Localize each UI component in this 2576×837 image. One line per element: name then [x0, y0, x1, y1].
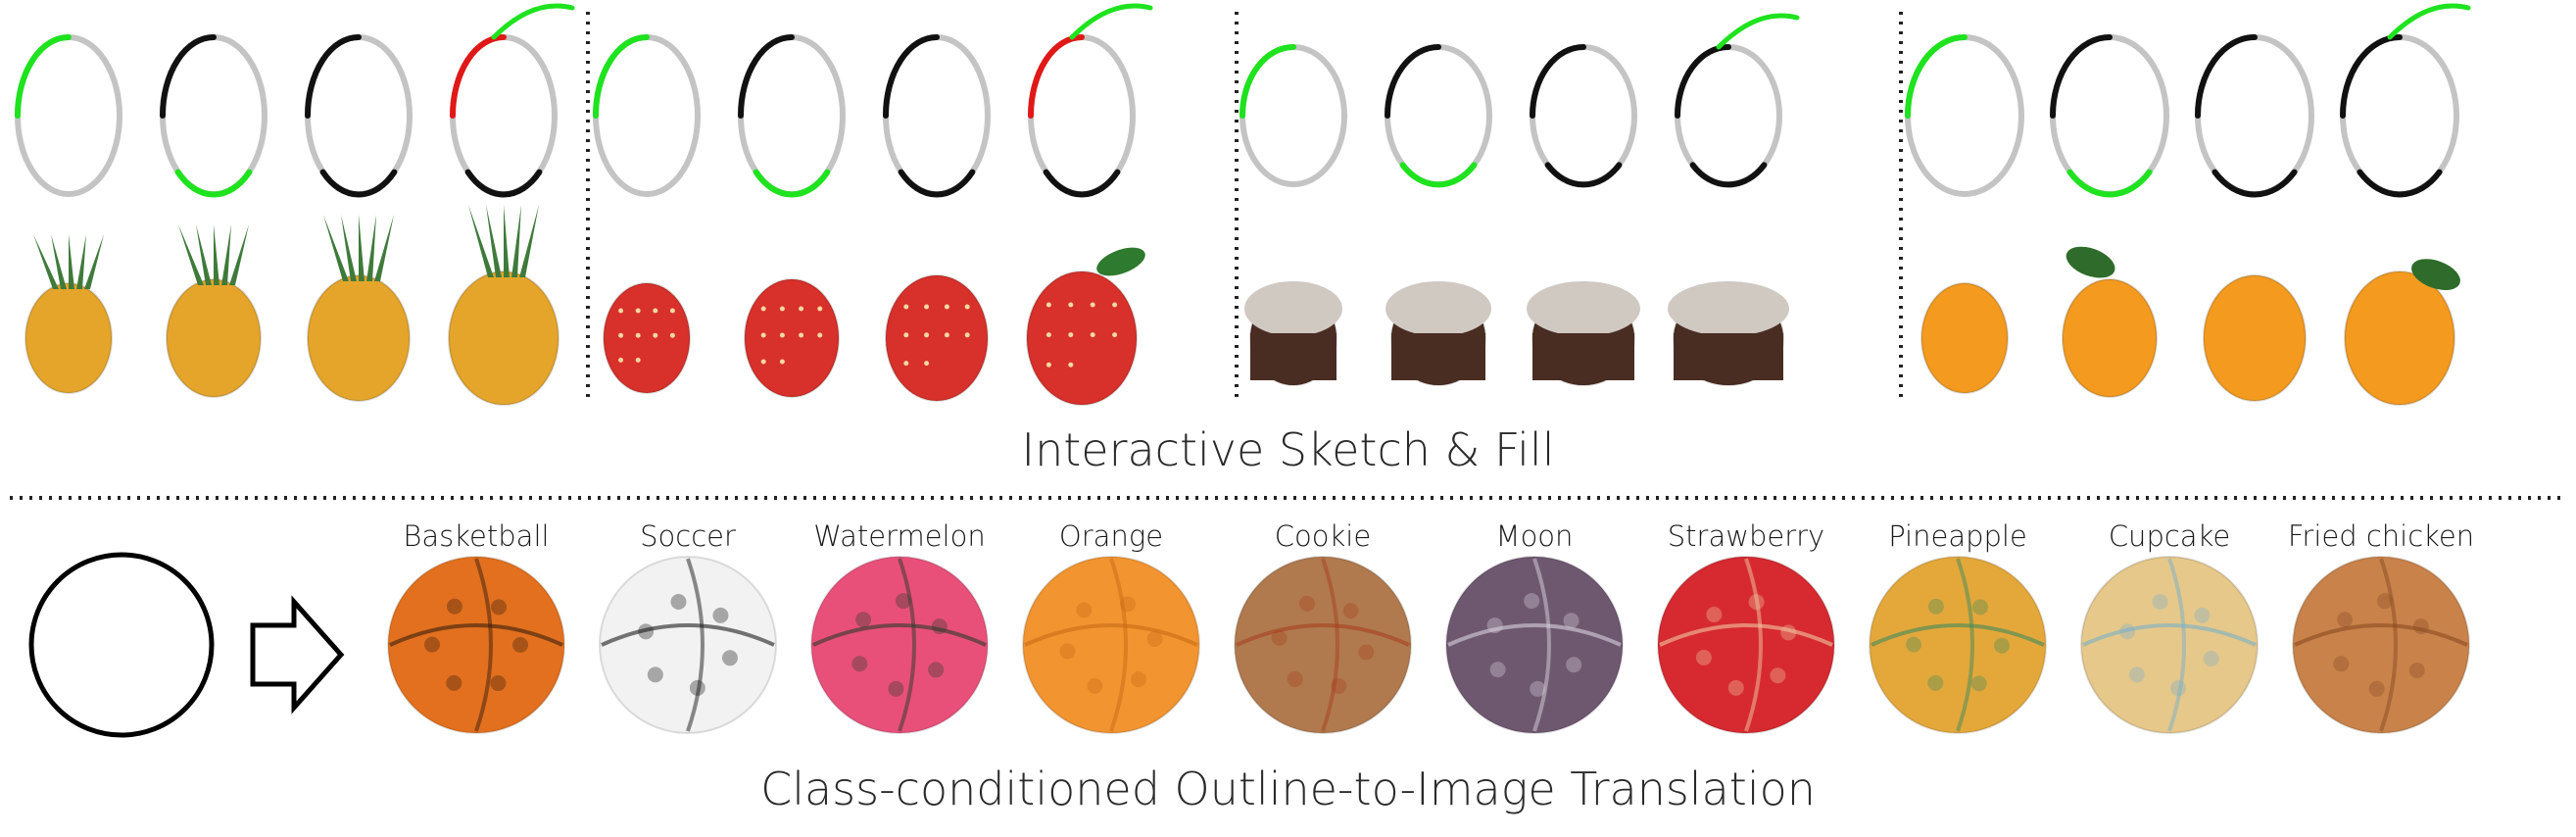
class-label-2: Soccer — [640, 519, 736, 553]
orange-result-1 — [1920, 282, 2009, 394]
class-label-7: Strawberry — [1667, 519, 1825, 553]
class-label-9: Cupcake — [2108, 519, 2231, 553]
pineapple-sketch-3 — [305, 34, 413, 198]
class-ball-4 — [1022, 556, 1200, 734]
class-ball-10 — [2292, 556, 2470, 734]
class-ball-3 — [810, 556, 989, 734]
pineapple-result-4 — [448, 205, 559, 406]
class-ball-7 — [1657, 556, 1835, 734]
cupcake-sketch-1 — [1239, 44, 1347, 187]
input-circle-outline — [28, 552, 215, 738]
pineapple-result-3 — [307, 215, 411, 402]
class-label-4: Orange — [1058, 519, 1164, 553]
pineapple-result-2 — [166, 224, 262, 398]
class-label-8: Pineapple — [1888, 519, 2027, 553]
orange-result-2 — [2062, 246, 2158, 398]
strawberry-sketch-2 — [738, 34, 846, 198]
filled-object-rows — [24, 205, 2460, 406]
strawberry-sketch-3 — [883, 34, 991, 198]
group-dividers — [586, 12, 1903, 402]
cupcake-result-3 — [1527, 281, 1640, 386]
orange-sketch-4 — [2340, 3, 2471, 198]
orange-sketch-2 — [2050, 34, 2169, 198]
class-ball-8 — [1869, 556, 2047, 734]
class-label-10: Fried chicken — [2287, 519, 2475, 553]
strawberry-sketch-4 — [1028, 3, 1153, 198]
class-result-balls — [387, 556, 2470, 734]
cupcake-result-1 — [1244, 281, 1342, 386]
sketch-fill-title: Interactive Sketch & Fill — [1021, 423, 1555, 476]
cupcake-sketch-4 — [1675, 13, 1800, 188]
class-label-5: Cookie — [1274, 519, 1372, 553]
pineapple-result-1 — [24, 234, 113, 394]
strawberry-result-3 — [885, 274, 989, 402]
class-label-1: Basketball — [403, 519, 550, 553]
cupcake-sketch-3 — [1530, 44, 1637, 188]
cupcake-result-4 — [1668, 281, 1789, 386]
class-label-3: Watermelon — [813, 519, 986, 553]
orange-result-3 — [2203, 274, 2307, 402]
class-ball-2 — [599, 556, 777, 734]
class-ball-9 — [2080, 556, 2259, 734]
orange-sketch-1 — [1905, 34, 2024, 197]
orange-result-4 — [2344, 259, 2460, 406]
outline-translation-title: Class-conditioned Outline-to-Image Trans… — [760, 763, 1816, 815]
strawberry-result-1 — [603, 282, 691, 394]
translation-arrow-icon — [250, 595, 345, 714]
cupcake-result-2 — [1385, 281, 1491, 386]
cupcake-sketch-2 — [1385, 44, 1492, 188]
class-ball-6 — [1445, 556, 1624, 734]
class-ball-5 — [1234, 556, 1412, 734]
class-ball-1 — [387, 556, 565, 734]
sketch-rows — [15, 3, 2471, 198]
pineapple-sketch-1 — [15, 34, 122, 197]
orange-sketch-3 — [2195, 34, 2314, 198]
pineapple-sketch-2 — [160, 34, 267, 198]
strawberry-result-2 — [744, 278, 840, 398]
strawberry-result-4 — [1026, 247, 1145, 406]
class-label-6: Moon — [1495, 519, 1574, 553]
strawberry-sketch-1 — [593, 34, 701, 197]
pineapple-sketch-4 — [450, 3, 575, 198]
